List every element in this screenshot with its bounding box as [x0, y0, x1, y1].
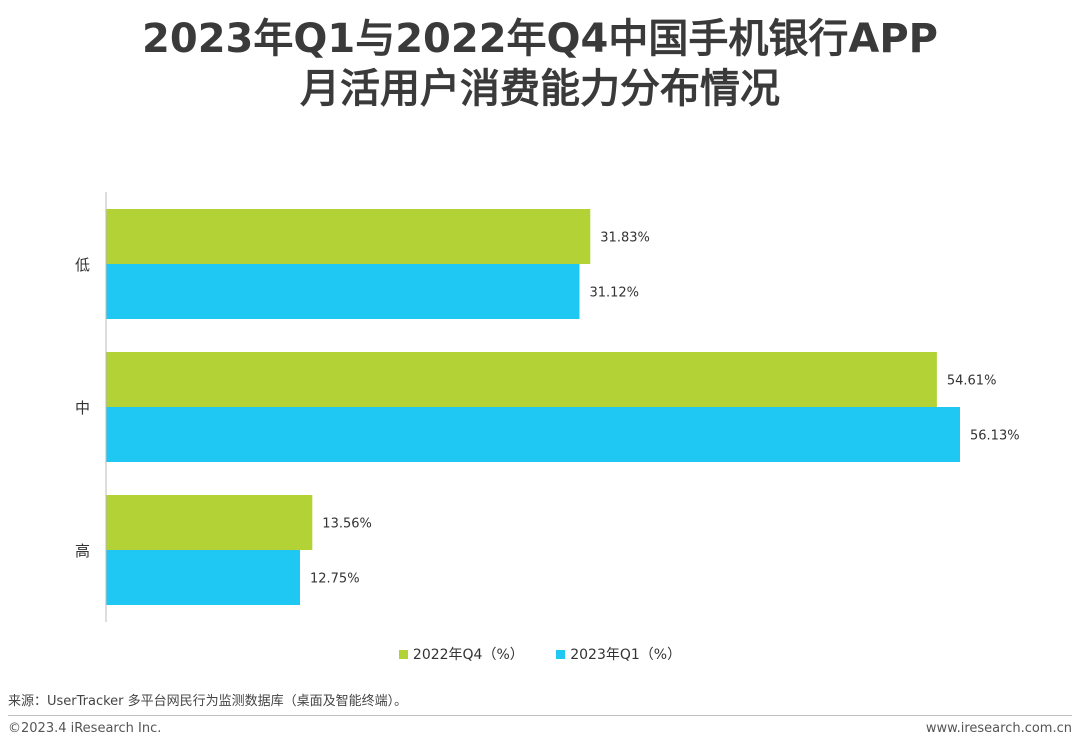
legend-label-2022q4: 2022年Q4（%）	[412, 647, 524, 663]
bar-0-1	[106, 264, 580, 319]
category-labels-layer: 低中高	[75, 256, 90, 560]
chart-title: 2023年Q1与2022年Q4中国手机银行APP 月活用户消费能力分布情况	[0, 14, 1080, 114]
data-label-0-1: 31.12%	[589, 286, 639, 301]
labels-layer: 31.83% 31.12% 54.61% 56.13% 13.56% 12.75%	[310, 231, 1020, 587]
legend-swatch-2023q1	[556, 650, 566, 659]
category-label-1: 中	[75, 399, 90, 417]
source-note: 来源：UserTracker 多平台网民行为监测数据库（桌面及智能终端）。	[8, 694, 408, 709]
bar-2-0	[106, 495, 313, 550]
data-label-0-0: 31.83%	[600, 231, 650, 246]
data-label-1-0: 54.61%	[947, 374, 997, 389]
category-label-2: 高	[75, 542, 90, 560]
data-label-1-1: 56.13%	[970, 429, 1020, 444]
chart-title-text: 2023年Q1与2022年Q4中国手机银行APP 月活用户消费能力分布情况	[142, 16, 938, 112]
legend: 2022年Q4（%） 2023年Q1（%）	[0, 644, 1080, 664]
bar-1-1	[106, 407, 960, 462]
data-label-2-0: 13.56%	[322, 517, 372, 532]
site-link[interactable]: www.iresearch.com.cn	[925, 721, 1072, 736]
bar-2-1	[106, 550, 300, 605]
legend-item-2022q4: 2022年Q4（%）	[398, 644, 524, 664]
legend-swatch-2022q4	[398, 650, 408, 659]
category-label-0: 低	[75, 256, 90, 274]
bar-0-0	[106, 209, 591, 264]
footer-divider	[8, 715, 1072, 716]
legend-label-2023q1: 2023年Q1（%）	[570, 647, 682, 663]
legend-item-2023q1: 2023年Q1（%）	[556, 644, 681, 664]
copyright: ©2023.4 iResearch Inc.	[8, 721, 162, 736]
bars-layer	[106, 209, 960, 605]
bar-1-0	[106, 352, 937, 407]
data-label-2-1: 12.75%	[310, 572, 360, 587]
